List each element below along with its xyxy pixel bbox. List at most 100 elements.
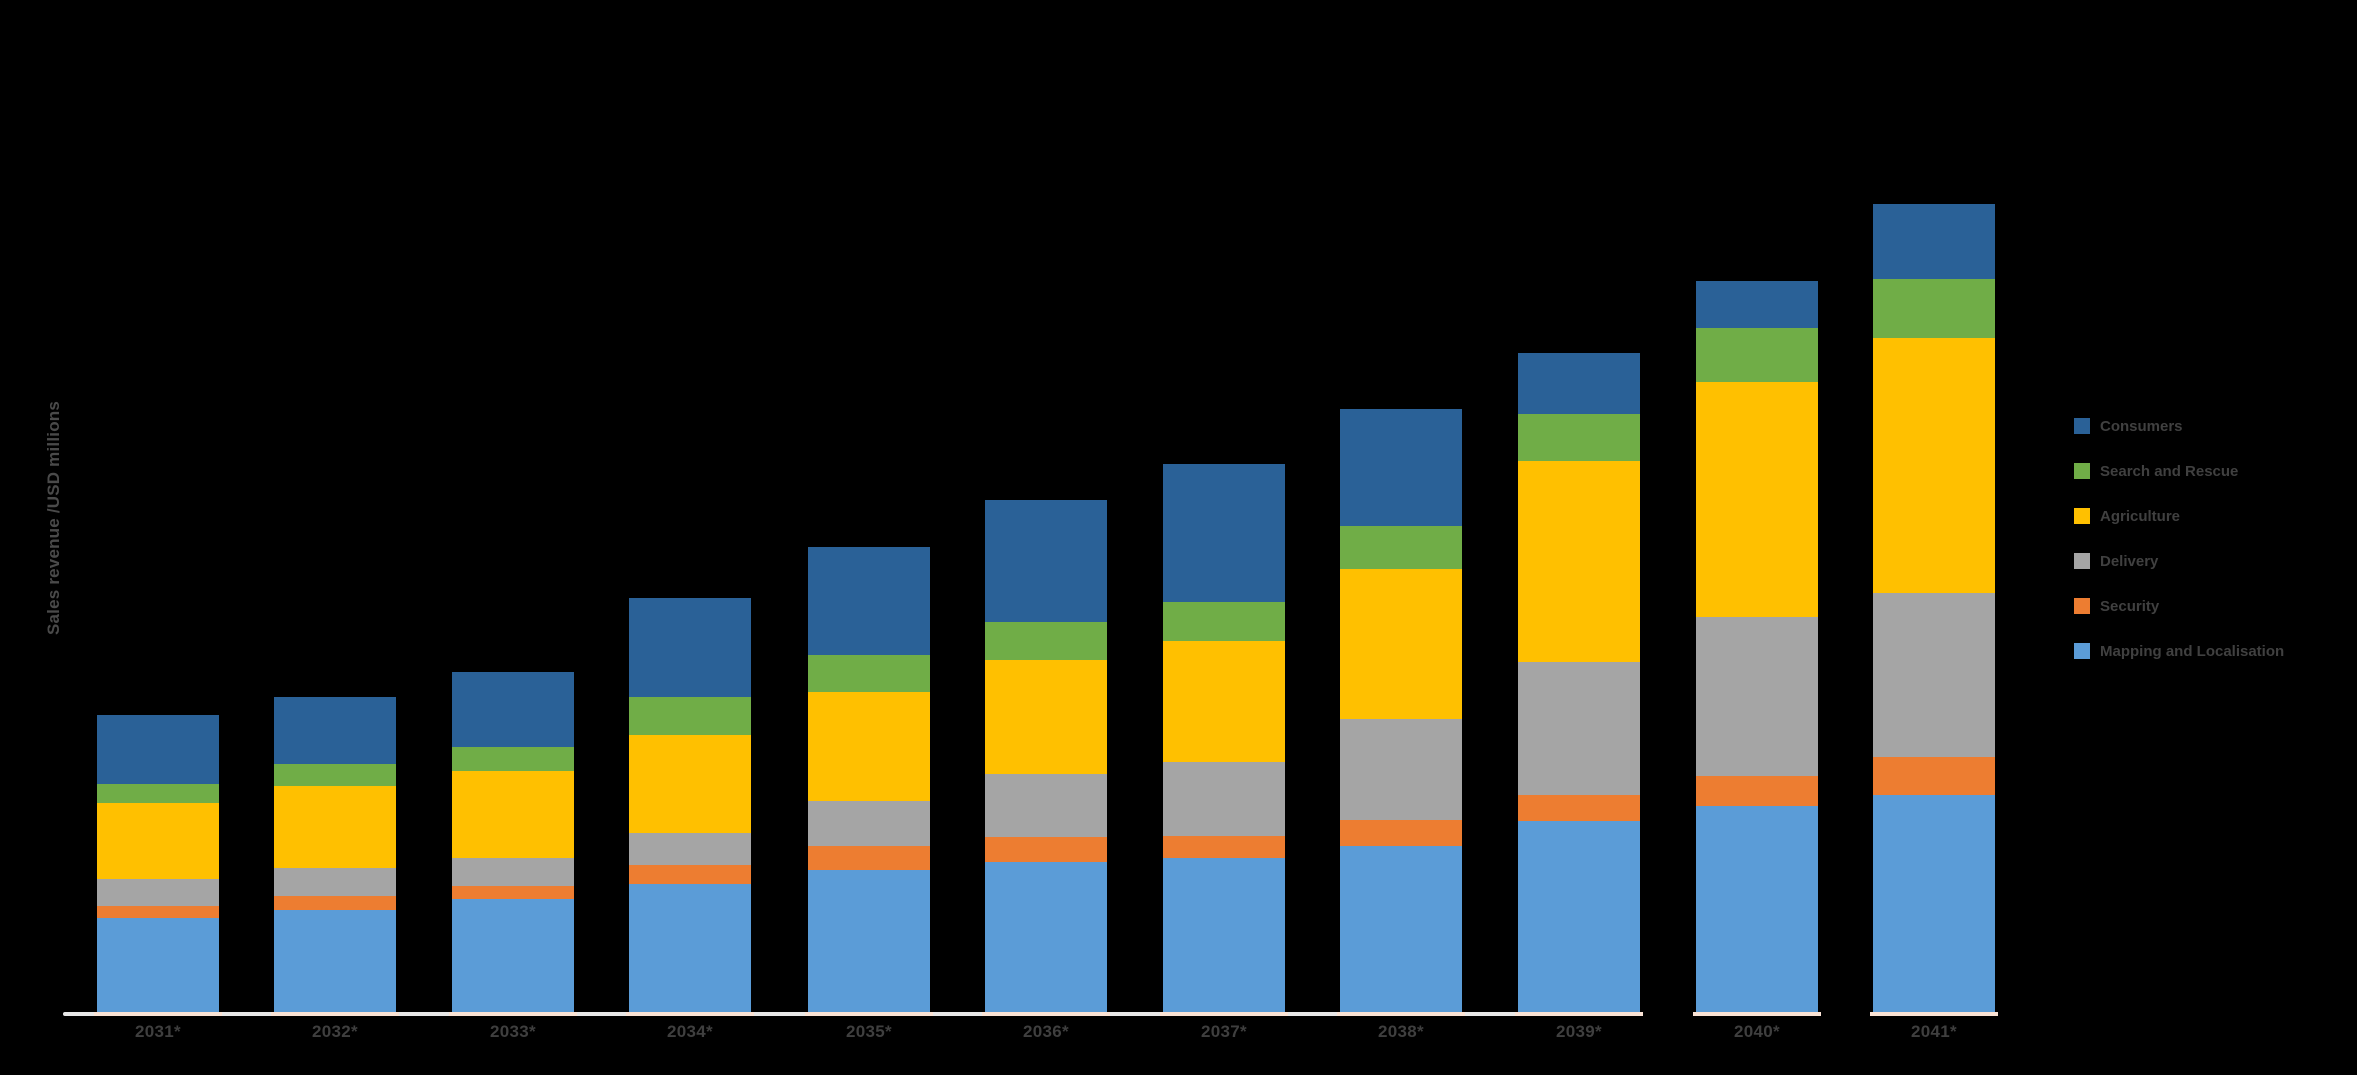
legend-swatch [2074,553,2090,569]
legend-swatch [2074,418,2090,434]
legend-label: Mapping and Localisation [2100,642,2285,660]
bar-segment-search-and-rescue [808,655,930,692]
bar-segment-agriculture [1163,641,1285,762]
bar-segment-security [1518,795,1640,821]
bar-2031 [97,715,219,1012]
bar-segment-security [1163,836,1285,858]
bar-segment-consumers [1873,204,1995,279]
bar-segment-mapping-and-localisation [985,862,1107,1012]
x-tick-label: 2040* [1734,1022,1780,1041]
bar-segment-delivery [274,868,396,896]
bar-segment-delivery [1696,617,1818,776]
bar-underline [805,1012,933,1016]
bar-segment-mapping-and-localisation [808,870,930,1012]
bar-segment-agriculture [274,786,396,868]
x-tick-label: 2033* [490,1022,536,1041]
chart-legend: Consumers Search and Rescue Agriculture Del… [2074,418,2284,688]
bar-2040 [1696,281,1818,1012]
bar-underline [626,1012,754,1016]
legend-swatch [2074,508,2090,524]
bar-segment-consumers [274,697,396,764]
bar-underline [271,1012,399,1016]
bar-segment-security [1340,820,1462,846]
legend-label: Search and Rescue [2100,462,2239,480]
bar-2041 [1873,204,1995,1012]
legend-item-search-and-rescue: Search and Rescue [2074,462,2284,480]
bar-2032 [274,697,396,1012]
bar-segment-mapping-and-localisation [1340,846,1462,1012]
bar-segment-mapping-and-localisation [629,884,751,1012]
bar-segment-security [629,865,751,884]
bar-segment-mapping-and-localisation [97,918,219,1012]
bar-segment-consumers [1696,281,1818,328]
legend-label: Delivery [2100,552,2159,570]
bar-segment-delivery [985,774,1107,837]
bar-underline [1337,1012,1465,1016]
bar-segment-search-and-rescue [452,747,574,771]
bar-segment-mapping-and-localisation [1163,858,1285,1012]
legend-swatch [2074,598,2090,614]
bar-segment-consumers [985,500,1107,622]
bar-segment-search-and-rescue [1873,279,1995,338]
bar-underline [1160,1012,1288,1016]
bar-segment-security [452,886,574,899]
legend-item-security: Security [2074,597,2284,615]
bar-segment-agriculture [1518,461,1640,662]
y-axis-title: Sales revenue /USD millions [44,400,63,636]
bar-2039 [1518,353,1640,1012]
legend-label: Agriculture [2100,507,2181,525]
bar-segment-delivery [1163,762,1285,836]
bar-2035 [808,547,930,1012]
legend-label: Security [2100,597,2160,615]
bar-segment-agriculture [452,771,574,858]
bar-2036 [985,500,1107,1012]
legend-item-delivery: Delivery [2074,552,2284,570]
bar-segment-consumers [1340,409,1462,526]
bar-segment-agriculture [1696,382,1818,617]
bar-segment-mapping-and-localisation [274,910,396,1012]
bar-segment-mapping-and-localisation [1873,795,1995,1012]
bar-2037 [1163,464,1285,1012]
bar-segment-agriculture [985,660,1107,774]
bar-segment-search-and-rescue [985,622,1107,660]
legend-swatch [2074,643,2090,659]
x-tick-label: 2039* [1556,1022,1602,1041]
bar-2034 [629,598,751,1012]
x-tick-label: 2034* [667,1022,713,1041]
bar-segment-agriculture [1340,569,1462,719]
bar-segment-delivery [1340,719,1462,820]
x-tick-label: 2035* [846,1022,892,1041]
bar-segment-search-and-rescue [1163,602,1285,641]
bar-segment-delivery [452,858,574,886]
x-tick-label: 2041* [1911,1022,1957,1041]
bar-segment-delivery [97,879,219,906]
bar-segment-security [985,837,1107,862]
x-tick-label: 2038* [1378,1022,1424,1041]
bar-segment-consumers [97,715,219,784]
x-tick-label: 2036* [1023,1022,1069,1041]
x-tick-label: 2032* [312,1022,358,1041]
bar-underline [1693,1012,1821,1016]
bar-segment-consumers [808,547,930,655]
legend-item-consumers: Consumers [2074,418,2284,435]
bar-segment-search-and-rescue [1518,414,1640,461]
bar-segment-delivery [629,833,751,865]
bar-segment-search-and-rescue [97,784,219,803]
legend-item-mapping-and-localisation: Mapping and Localisation [2074,642,2285,660]
bar-segment-agriculture [1873,338,1995,593]
bar-segment-security [808,846,930,870]
bar-segment-search-and-rescue [1340,526,1462,569]
bar-segment-search-and-rescue [629,697,751,735]
bar-segment-mapping-and-localisation [1696,806,1818,1012]
bar-underline [449,1012,577,1016]
bar-segment-security [1873,757,1995,795]
bar-segment-agriculture [629,735,751,833]
bar-2038 [1340,409,1462,1012]
bar-underline [1515,1012,1643,1016]
bar-segment-mapping-and-localisation [1518,821,1640,1012]
bar-underline [982,1012,1110,1016]
legend-item-agriculture: Agriculture [2074,507,2284,525]
bar-segment-security [1696,776,1818,806]
bar-segment-delivery [808,801,930,846]
